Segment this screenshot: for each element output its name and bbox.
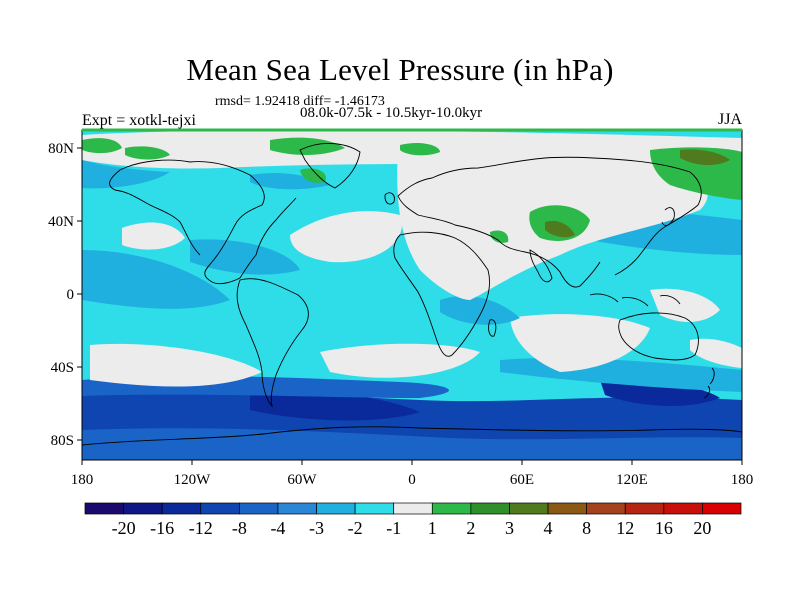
x-tick-label: 180 <box>731 472 754 488</box>
x-tick-label: 180 <box>71 472 94 488</box>
time-period: 08.0k-07.5k - 10.5kyr-10.0kyr <box>300 105 483 121</box>
x-tick-label: 120E <box>616 472 648 488</box>
map-panel <box>81 128 743 461</box>
colorbar-swatch <box>470 502 510 515</box>
colorbar-label: -12 <box>189 518 213 538</box>
x-tick-label: 120W <box>174 472 212 488</box>
colorbar-label: -8 <box>232 518 247 538</box>
colorbar-swatch <box>123 502 163 515</box>
coastlines <box>82 142 742 446</box>
colorbar-label: 4 <box>544 518 553 538</box>
colorbar-label: -2 <box>348 518 363 538</box>
y-tick-label: 0 <box>67 287 75 303</box>
x-axis: 180 120W 60W 0 60E 120E 180 <box>71 460 754 488</box>
x-tick-label: 60W <box>287 472 317 488</box>
colorbar-swatch <box>547 502 587 515</box>
season-label: JJA <box>717 111 742 128</box>
colorbar-swatch <box>84 502 124 515</box>
colorbar-label: -4 <box>270 518 285 538</box>
y-tick-label: 40S <box>51 360 74 376</box>
colorbar-label: -3 <box>309 518 324 538</box>
x-tick-label: 60E <box>510 472 534 488</box>
colorbar-swatch <box>239 502 279 515</box>
colorbar-label: -1 <box>386 518 401 538</box>
colorbar-swatch <box>200 502 240 515</box>
y-axis: 80N 40N 0 40S 80S <box>48 141 82 449</box>
colorbar-swatch <box>663 502 703 515</box>
colorbar-label: 1 <box>428 518 437 538</box>
colorbar-label: 3 <box>505 518 514 538</box>
y-tick-label: 80N <box>48 141 74 157</box>
colorbar-label: -16 <box>150 518 174 538</box>
colorbar-swatch <box>702 502 742 515</box>
y-tick-label: 80S <box>51 433 74 449</box>
colorbar-label: 16 <box>655 518 673 538</box>
colorbar-swatch <box>393 502 433 515</box>
colorbar-swatch <box>431 502 472 515</box>
colorbar-label: 2 <box>466 518 475 538</box>
colorbar-label: 12 <box>616 518 634 538</box>
y-tick-label: 40N <box>48 214 74 230</box>
colorbar-swatch <box>586 502 626 515</box>
colorbar-label: -20 <box>112 518 136 538</box>
x-tick-label: 0 <box>408 472 416 488</box>
colorbar-label: 8 <box>582 518 591 538</box>
experiment-label: Expt = xotkl-tejxi <box>82 112 196 129</box>
map-title: Mean Sea Level Pressure (in hPa) <box>186 52 614 87</box>
pressure-contours <box>82 130 742 460</box>
colorbar-swatch <box>509 502 549 515</box>
colorbar-swatch <box>316 502 356 515</box>
colorbar-swatch <box>354 502 395 515</box>
colorbar-label: 20 <box>693 518 711 538</box>
colorbar-swatch <box>161 502 202 515</box>
colorbar-swatch <box>277 502 317 515</box>
colorbar: -20 -16 -12 -8 -4 -3 -2 -1 1 2 3 4 8 12 16 20 <box>84 502 742 538</box>
rmsd-diff-stats: rmsd= 1.92418 diff= -1.46173 <box>215 94 385 109</box>
colorbar-swatch <box>624 502 665 515</box>
